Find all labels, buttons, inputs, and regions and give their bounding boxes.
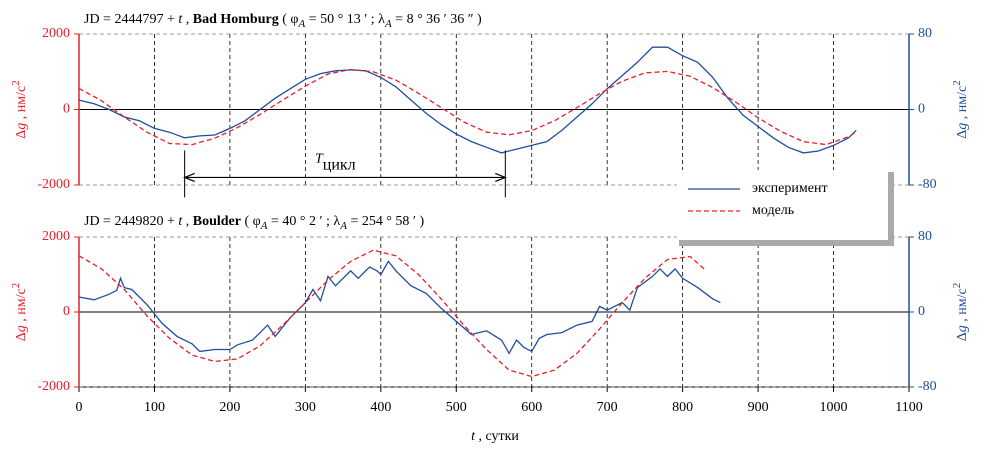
- label-part: 2: [951, 283, 963, 289]
- t: Boulder: [193, 214, 241, 229]
- t: , сутки: [475, 429, 519, 444]
- label-part: , нм/с: [14, 288, 29, 325]
- t: = 8 ° 36 ′ 36 ″ ): [392, 12, 482, 27]
- y-axis-label: Δg , нм/с2: [951, 283, 971, 341]
- label-part: Δ: [14, 130, 29, 139]
- x-tick-label: 1100: [895, 400, 922, 415]
- legend: эксперимент модель: [677, 170, 894, 246]
- label-part: , нм/с: [955, 288, 970, 325]
- x-tick-label: 500: [446, 400, 467, 415]
- t: Bad Homburg: [193, 12, 279, 27]
- label-part: , нм/с: [955, 86, 970, 123]
- t: t: [178, 214, 183, 229]
- x-tick-label: 100: [144, 400, 165, 415]
- legend-label: эксперимент: [752, 181, 828, 196]
- t: t: [471, 429, 476, 444]
- x-tick-label: 400: [370, 400, 391, 415]
- label-part: 2: [10, 80, 22, 86]
- t: t: [178, 12, 183, 27]
- label-part: Δ: [14, 332, 29, 341]
- x-tick-label: 0: [76, 400, 83, 415]
- y2-tick-label: -80: [918, 379, 937, 394]
- t: ( φ: [279, 12, 299, 27]
- annotation-sub: цикл: [323, 156, 356, 173]
- label-part: g: [955, 123, 970, 130]
- panel-title: JD = 2444797 + t , Bad Homburg ( φA = 50…: [84, 12, 482, 29]
- y-axis-label: Δg , нм/с2: [951, 80, 971, 138]
- y-tick-label: 2000: [42, 229, 70, 244]
- annotation-label: Tцикл: [315, 152, 356, 173]
- label-part: 2: [10, 283, 22, 289]
- t: = 50 ° 13 ′ ; λ: [305, 12, 385, 27]
- legend-shadow: [679, 172, 894, 246]
- x-tick-label: 1000: [820, 400, 848, 415]
- t: A: [297, 18, 305, 30]
- y2-tick-label: 80: [918, 26, 932, 41]
- label-part: g: [14, 325, 29, 332]
- t: A: [339, 220, 347, 232]
- t: ,: [182, 214, 193, 229]
- y-axis-label: Δg , нм/с2: [10, 283, 30, 341]
- label-part: Δ: [955, 130, 970, 139]
- series-line: [78, 46, 857, 154]
- label-part: g: [14, 123, 29, 130]
- label-part: 2: [951, 80, 963, 86]
- y2-tick-label: -80: [918, 177, 937, 192]
- x-tick-label: 200: [219, 400, 240, 415]
- label-part: g: [955, 325, 970, 332]
- x-tick-label: 800: [672, 400, 693, 415]
- x-tick-label: 300: [295, 400, 316, 415]
- x-tick-label: 600: [521, 400, 542, 415]
- series-line: [78, 68, 857, 146]
- t: JD = 2444797 +: [84, 12, 178, 27]
- y2-tick-label: 0: [918, 102, 925, 117]
- x-tick-label: 700: [597, 400, 618, 415]
- series-line: [78, 260, 721, 355]
- series-line: [78, 249, 706, 378]
- label-part: Δ: [955, 332, 970, 341]
- y-axis-label: Δg , нм/с2: [10, 80, 30, 138]
- y-tick-label: 0: [63, 304, 70, 319]
- legend-box: [677, 170, 889, 240]
- annotation-arrow: [183, 172, 507, 183]
- x-axis-label: t , сутки: [471, 429, 519, 444]
- panel-title: JD = 2449820 + t , Boulder ( φA = 40 ° 2…: [84, 214, 424, 231]
- y-tick-label: -2000: [37, 379, 70, 394]
- y2-tick-label: 80: [918, 229, 932, 244]
- label-part: , нм/с: [14, 86, 29, 123]
- t: A: [260, 220, 268, 232]
- t: ( φ: [241, 214, 261, 229]
- y-tick-label: -2000: [37, 177, 70, 192]
- legend-label: модель: [752, 203, 794, 218]
- t: ,: [182, 12, 193, 27]
- y-tick-label: 0: [63, 102, 70, 117]
- y-tick-label: 2000: [42, 26, 70, 41]
- t: = 40 ° 2 ′ ; λ: [267, 214, 340, 229]
- x-tick-label: 900: [748, 400, 769, 415]
- t: JD = 2449820 +: [84, 214, 178, 229]
- t: = 254 ° 58 ′ ): [347, 214, 425, 229]
- t: A: [384, 18, 392, 30]
- annotation-main: T: [315, 152, 324, 167]
- y2-tick-label: 0: [918, 304, 925, 319]
